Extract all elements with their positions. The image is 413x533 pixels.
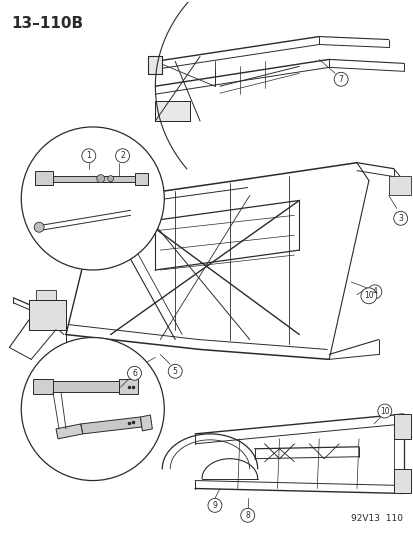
Text: 5: 5 xyxy=(172,367,177,376)
Polygon shape xyxy=(81,417,142,434)
Polygon shape xyxy=(155,101,190,121)
Polygon shape xyxy=(29,300,66,329)
Polygon shape xyxy=(56,424,83,439)
Polygon shape xyxy=(53,381,118,392)
Polygon shape xyxy=(53,175,135,182)
Circle shape xyxy=(333,72,347,86)
Circle shape xyxy=(115,149,129,163)
Circle shape xyxy=(240,508,254,522)
Text: 7: 7 xyxy=(338,75,343,84)
Polygon shape xyxy=(148,56,162,74)
Text: 13–110B: 13–110B xyxy=(11,15,83,31)
Circle shape xyxy=(207,498,221,512)
Polygon shape xyxy=(36,290,56,305)
Text: 4: 4 xyxy=(372,287,376,296)
Circle shape xyxy=(34,222,44,232)
Circle shape xyxy=(127,366,141,380)
Circle shape xyxy=(82,149,95,163)
Circle shape xyxy=(377,404,391,418)
Text: 6: 6 xyxy=(132,369,137,378)
Circle shape xyxy=(168,365,182,378)
Text: 10: 10 xyxy=(363,292,373,300)
Circle shape xyxy=(21,337,164,481)
Polygon shape xyxy=(393,414,410,439)
Polygon shape xyxy=(393,469,410,494)
Circle shape xyxy=(21,127,164,270)
Polygon shape xyxy=(388,175,410,196)
Polygon shape xyxy=(135,173,148,184)
Circle shape xyxy=(393,212,407,225)
Text: 92V13  110: 92V13 110 xyxy=(350,514,402,523)
Text: 9: 9 xyxy=(212,501,217,510)
Polygon shape xyxy=(33,379,53,394)
Circle shape xyxy=(97,175,104,183)
Text: 8: 8 xyxy=(245,511,249,520)
Text: 2: 2 xyxy=(120,151,125,160)
Polygon shape xyxy=(118,379,138,394)
Text: 1: 1 xyxy=(86,151,91,160)
Text: 10: 10 xyxy=(379,407,389,416)
Circle shape xyxy=(107,175,113,182)
Polygon shape xyxy=(35,171,53,184)
Circle shape xyxy=(367,285,381,299)
Circle shape xyxy=(360,288,376,304)
Polygon shape xyxy=(140,415,152,431)
Text: 3: 3 xyxy=(397,214,402,223)
